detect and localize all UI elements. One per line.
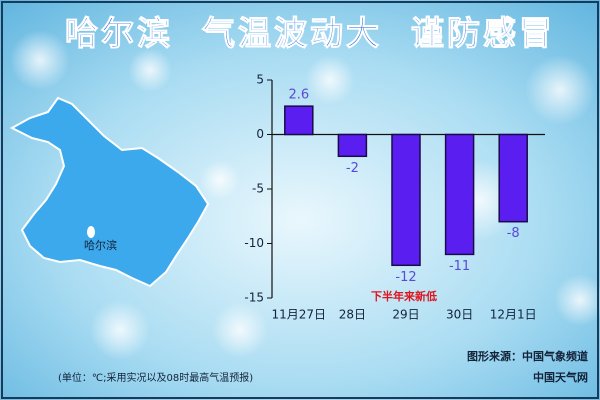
x-tick-label: 11月27日: [272, 308, 327, 322]
bar: [444, 133, 475, 256]
annotation: 下半年来新低: [371, 289, 437, 303]
y-tick-label: -5: [252, 182, 264, 196]
x-tick-label: 12月1日: [490, 308, 537, 322]
value-label: 2.6: [288, 88, 309, 103]
value-label: -2: [346, 161, 359, 176]
y-tick-label: -15: [244, 291, 264, 305]
value-label: -11: [449, 259, 470, 274]
x-tick-label: 29日: [392, 308, 419, 322]
value-label: -12: [395, 270, 416, 285]
chart-title: 哈尔滨 气温波动大 谨防感冒: [65, 14, 555, 53]
city-marker: [87, 226, 95, 238]
bar: [391, 133, 421, 267]
bar: [498, 133, 528, 223]
map-region: [9, 96, 210, 288]
x-tick-label: 28日: [339, 308, 366, 322]
y-tick-label: 5: [256, 73, 264, 87]
city-label: 哈尔滨: [84, 238, 117, 252]
value-label: -8: [507, 226, 520, 241]
y-tick-label: -10: [244, 236, 264, 250]
bar: [337, 133, 368, 158]
y-tick-label: 0: [256, 127, 264, 141]
x-tick-label: 30日: [446, 308, 473, 322]
site: 中国天气网: [533, 370, 588, 384]
bar: [284, 105, 314, 136]
source: 图形来源：中国气象频道: [467, 349, 588, 363]
note: (单位：℃;采用实况以及08时最高气温预报): [58, 371, 253, 384]
